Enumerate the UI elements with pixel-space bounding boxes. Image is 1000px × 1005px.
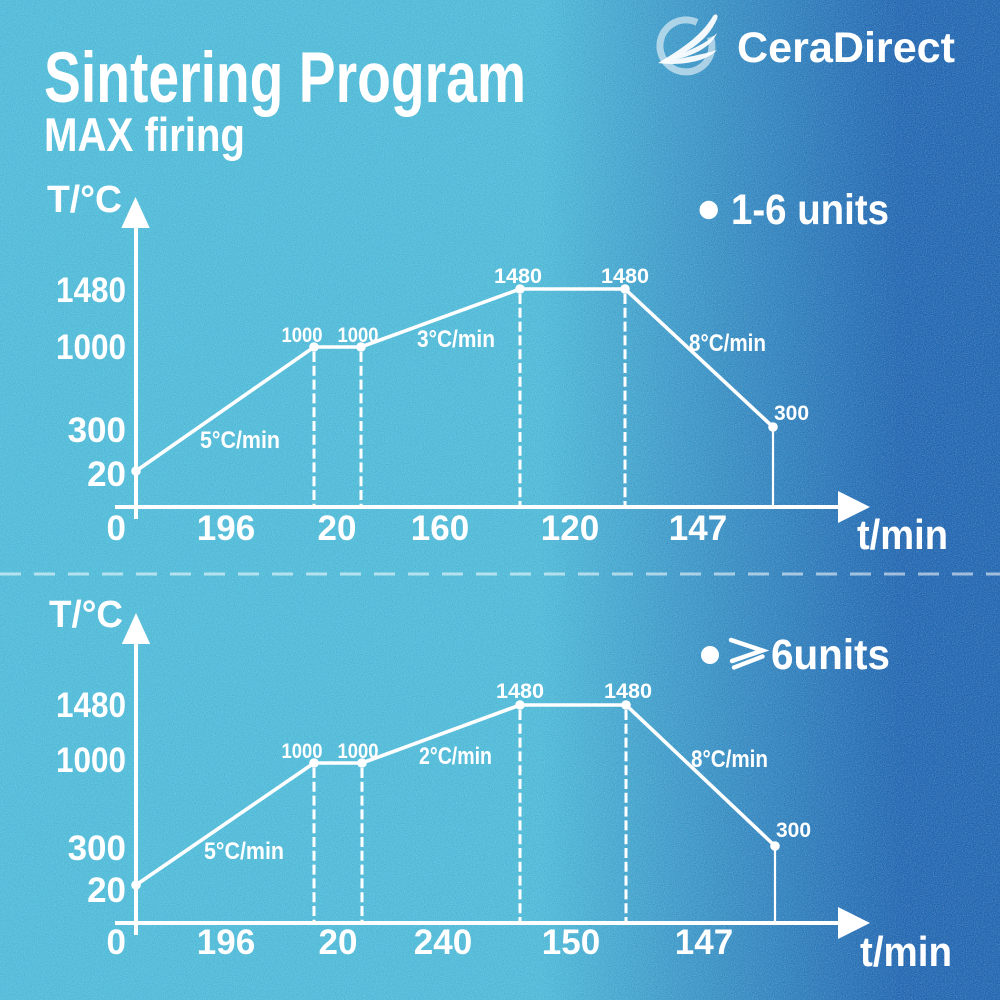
svg-text:1480: 1480	[604, 680, 652, 703]
svg-text:20: 20	[87, 455, 126, 494]
svg-text:160: 160	[411, 509, 469, 548]
svg-text:196: 196	[197, 923, 255, 962]
svg-text:300: 300	[68, 829, 126, 868]
svg-text:T/°C: T/°C	[47, 179, 122, 221]
svg-text:300: 300	[774, 402, 809, 425]
svg-text:1480: 1480	[56, 686, 126, 725]
svg-text:3°C/min: 3°C/min	[417, 326, 495, 353]
svg-text:196: 196	[197, 509, 255, 548]
svg-text:1000: 1000	[282, 740, 323, 763]
svg-text:1000: 1000	[56, 741, 126, 780]
svg-text:300: 300	[68, 411, 126, 450]
svg-text:2°C/min: 2°C/min	[419, 743, 492, 770]
svg-text:8°C/min: 8°C/min	[689, 330, 766, 357]
svg-text:1480: 1480	[496, 680, 544, 703]
svg-text:5°C/min: 5°C/min	[200, 427, 280, 454]
svg-text:0: 0	[107, 509, 126, 548]
svg-text:CeraDirect: CeraDirect	[737, 24, 955, 72]
svg-text:1000: 1000	[56, 328, 126, 367]
svg-text:20: 20	[319, 923, 358, 962]
svg-text:1480: 1480	[601, 265, 649, 288]
svg-text:300: 300	[776, 819, 811, 842]
svg-text:Sintering Program: Sintering Program	[44, 39, 526, 118]
svg-text:5°C/min: 5°C/min	[204, 838, 284, 865]
svg-text:147: 147	[669, 509, 727, 548]
svg-text:1480: 1480	[494, 265, 542, 288]
svg-text:20: 20	[87, 871, 126, 910]
svg-text:1000: 1000	[338, 324, 379, 347]
svg-text:1480: 1480	[56, 271, 126, 310]
svg-text:8°C/min: 8°C/min	[691, 746, 768, 773]
svg-text:MAX firing: MAX firing	[44, 108, 245, 161]
svg-text:6units: 6units	[771, 631, 890, 679]
svg-text:240: 240	[414, 923, 472, 962]
svg-text:t/min: t/min	[860, 928, 952, 975]
svg-text:0: 0	[107, 923, 126, 962]
svg-text:1000: 1000	[282, 324, 323, 347]
svg-text:20: 20	[318, 509, 357, 548]
svg-text:t/min: t/min	[857, 511, 948, 558]
svg-text:1-6 units: 1-6 units	[731, 186, 889, 234]
svg-text:T/°C: T/°C	[49, 594, 123, 636]
svg-text:120: 120	[541, 509, 599, 548]
svg-text:147: 147	[675, 923, 733, 962]
svg-text:150: 150	[542, 923, 600, 962]
svg-text:1000: 1000	[338, 740, 379, 763]
